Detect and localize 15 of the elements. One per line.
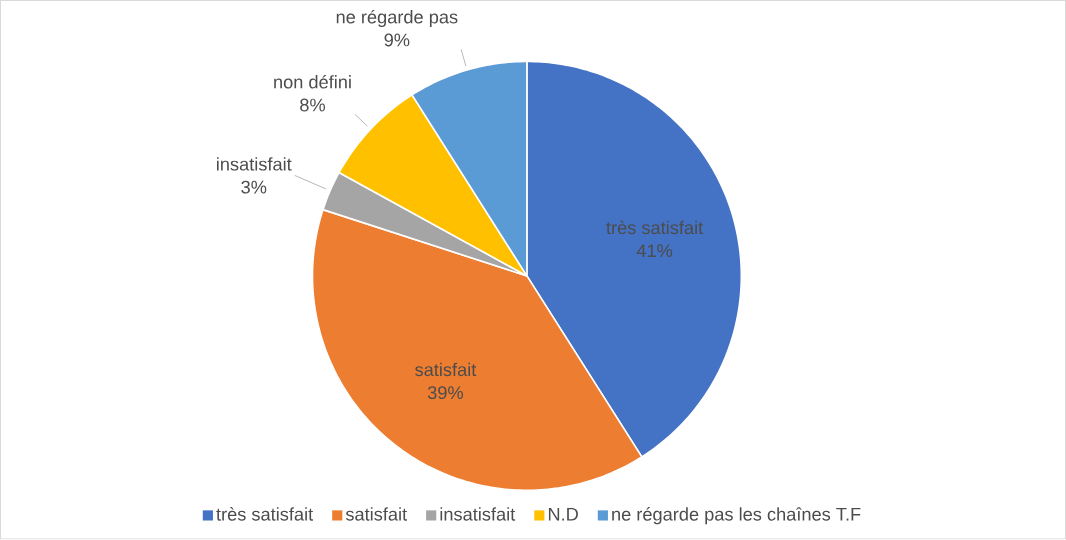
data-label: 3% <box>241 180 267 194</box>
data-label: 39% <box>427 386 464 400</box>
data-label: 41% <box>636 244 673 258</box>
legend-label: insatisfait <box>440 507 516 521</box>
legend-label: très satisfait <box>216 507 314 521</box>
text: non défini <box>274 75 351 89</box>
text: insatisfait <box>217 157 292 171</box>
data-label: 9% <box>384 33 410 47</box>
text: ne régarde pas <box>336 10 458 28</box>
legend-label: N.D <box>548 508 578 521</box>
data-label: 8% <box>300 98 326 112</box>
legend-label: ne régarde pas les chaînes T.F <box>612 507 861 525</box>
legend-label: satisfait <box>345 507 408 521</box>
text: très satisfait <box>606 220 704 235</box>
text: satisfait <box>415 362 477 377</box>
